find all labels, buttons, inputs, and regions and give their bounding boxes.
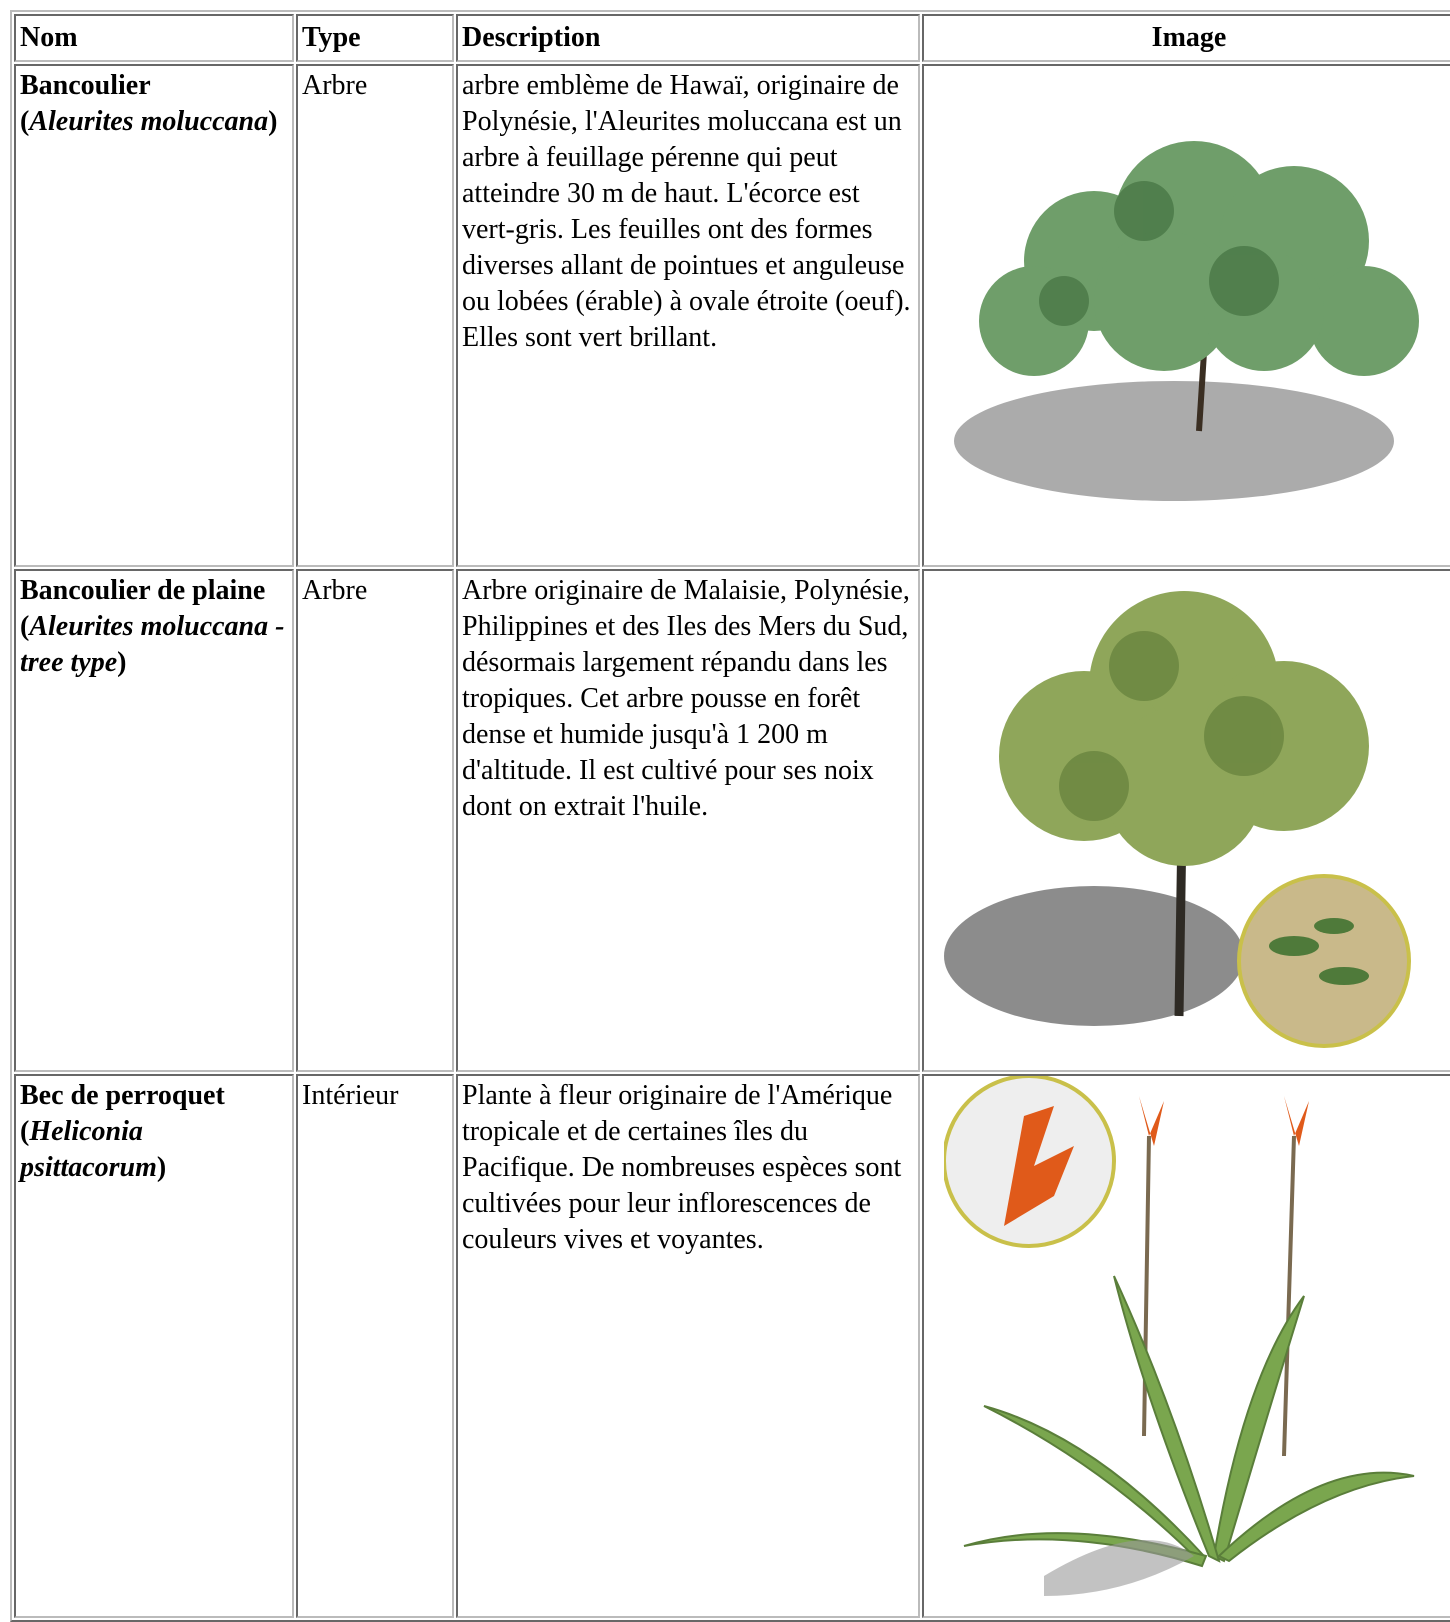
- latin-name: Aleurites moluccana: [29, 106, 269, 137]
- header-row: Nom Type Description Image: [14, 14, 1450, 62]
- common-name: Bancoulier: [20, 70, 151, 101]
- tree-image: [954, 140, 1419, 501]
- common-name: Bec de perroquet: [20, 1080, 225, 1111]
- tree-image: [944, 590, 1411, 1048]
- description-cell: Plante à fleur originaire de l'Amérique …: [456, 1074, 920, 1618]
- latin-name: Aleurites moluccana - tree type: [20, 611, 285, 678]
- image-cell: [922, 1074, 1450, 1618]
- paren: ): [156, 1152, 167, 1183]
- image-cell: [922, 569, 1450, 1072]
- common-name: Bancoulier de plaine: [20, 575, 266, 606]
- description-cell: arbre emblème de Hawaï, originaire de Po…: [456, 64, 920, 567]
- paren: ): [117, 647, 127, 678]
- plant-image: [942, 1074, 1415, 1596]
- name-cell: Bec de perroquet (Heliconia psittacorum): [14, 1074, 294, 1618]
- header-cell: Nom: [14, 14, 294, 62]
- description-cell: Arbre originaire de Malaisie, Polynésie,…: [456, 569, 920, 1072]
- type-cell: Arbre: [296, 569, 454, 1072]
- table-row: Bancoulier (Aleurites moluccana) Arbre arbr…: [14, 64, 1450, 567]
- table-row: Bec de perroquet (Heliconia psittacorum) I…: [14, 1074, 1450, 1618]
- latin-name: Heliconia psittacorum: [20, 1116, 157, 1183]
- paren: (: [20, 1116, 30, 1147]
- header-cell: Type: [296, 14, 454, 62]
- type-cell: Intérieur: [296, 1074, 454, 1618]
- table-body: Bancoulier (Aleurites moluccana) Arbre arbr…: [14, 64, 1450, 1618]
- image-cell: [922, 64, 1450, 567]
- header-cell: Description: [456, 14, 920, 62]
- header-cell: Image: [922, 14, 1450, 62]
- paren: ): [268, 106, 278, 137]
- type-cell: Arbre: [296, 64, 454, 567]
- name-cell: Bancoulier de plaine (Aleurites moluccana…: [14, 569, 294, 1072]
- paren: (: [20, 611, 30, 642]
- table-row: Bancoulier de plaine (Aleurites moluccana…: [14, 569, 1450, 1072]
- paren: (: [20, 106, 30, 137]
- name-cell: Bancoulier (Aleurites moluccana): [14, 64, 294, 567]
- plant-table: Nom Type Description Image Bancoulier (Al…: [10, 10, 1450, 1622]
